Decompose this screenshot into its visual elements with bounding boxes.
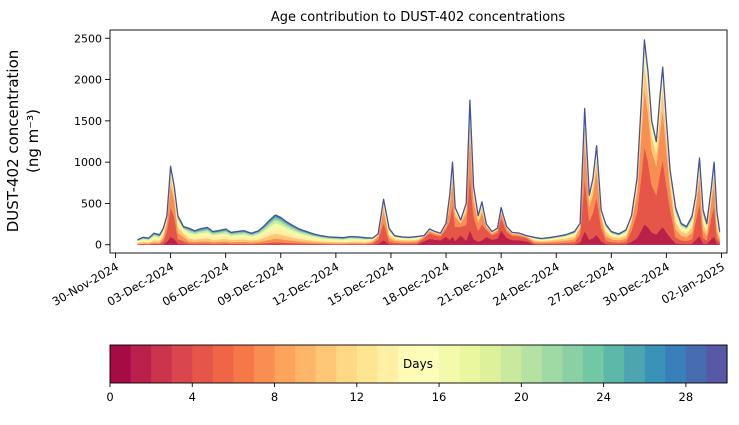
y-tick-label: 0	[95, 239, 102, 252]
colorbar-segment	[706, 345, 728, 383]
colorbar-segment	[397, 345, 420, 383]
colorbar-segment	[644, 345, 666, 383]
plot-border	[109, 29, 728, 254]
y-tick-label: 500	[81, 197, 102, 210]
colorbar-border	[109, 344, 728, 384]
colorbar-segment	[521, 345, 543, 383]
axes: 0500100015002000250030-Nov-202403-Dec-20…	[50, 29, 728, 309]
x-tick-label: 02-Jan-2025	[659, 259, 727, 306]
colorbar-segment	[110, 345, 132, 383]
colorbar-segment	[439, 345, 461, 383]
colorbar-tick-label: 24	[596, 390, 611, 404]
colorbar-segment	[603, 345, 625, 383]
colorbar-segment	[418, 345, 440, 383]
colorbar-segment	[295, 345, 317, 383]
y-tick-label: 1500	[74, 115, 102, 128]
colorbar-segment	[480, 345, 502, 383]
colorbar-tick-label: 8	[271, 390, 278, 404]
chart-title: Age contribution to DUST-402 concentrati…	[271, 10, 566, 25]
colorbar-segment	[459, 345, 481, 383]
colorbar-segment	[315, 345, 337, 383]
colorbar-segment	[356, 345, 378, 383]
colorbar-segment	[233, 345, 255, 383]
age-layer-6-9d	[137, 89, 720, 245]
colorbar-segment	[192, 345, 214, 383]
colorbar-tick-label: 0	[106, 390, 113, 404]
colorbar-segment	[151, 345, 173, 383]
y-tick-label: 2000	[74, 74, 102, 87]
colorbar-label: Days	[403, 357, 433, 371]
y-axis-label-line1: DUST-402 concentration	[4, 50, 22, 233]
y-tick-label: 1000	[74, 156, 102, 169]
colorbar-segment	[253, 345, 276, 383]
colorbar-segment	[665, 345, 687, 383]
colorbar-segment	[377, 345, 399, 383]
stacked-age-layers	[137, 39, 721, 245]
colorbar-segment	[212, 345, 234, 383]
y-axis-label-line2: (ng m⁻³)	[24, 109, 42, 173]
colorbar-tick-label: 28	[679, 390, 694, 404]
age-layer-9-12d	[137, 64, 720, 244]
colorbar-tick-label: 12	[349, 390, 364, 404]
y-tick-label: 2500	[74, 32, 102, 45]
colorbar-tick-label: 16	[432, 390, 447, 404]
colorbar-segment	[500, 345, 522, 383]
total-concentration-line	[137, 39, 721, 241]
colorbar-tick-label: 20	[514, 390, 529, 404]
colorbar-segment	[685, 345, 708, 383]
colorbar-segment	[583, 345, 605, 383]
colorbar-segment	[274, 345, 296, 383]
colorbar-segment	[541, 345, 564, 383]
colorbar-segment	[171, 345, 193, 383]
colorbar-tick-label: 4	[189, 390, 196, 404]
colorbar-segment	[130, 345, 152, 383]
colorbar-segment	[336, 345, 358, 383]
colorbar-segment	[624, 345, 646, 383]
colorbar-segment	[562, 345, 584, 383]
colorbar: 0 4 8 12 16 20 24 28	[106, 344, 728, 404]
